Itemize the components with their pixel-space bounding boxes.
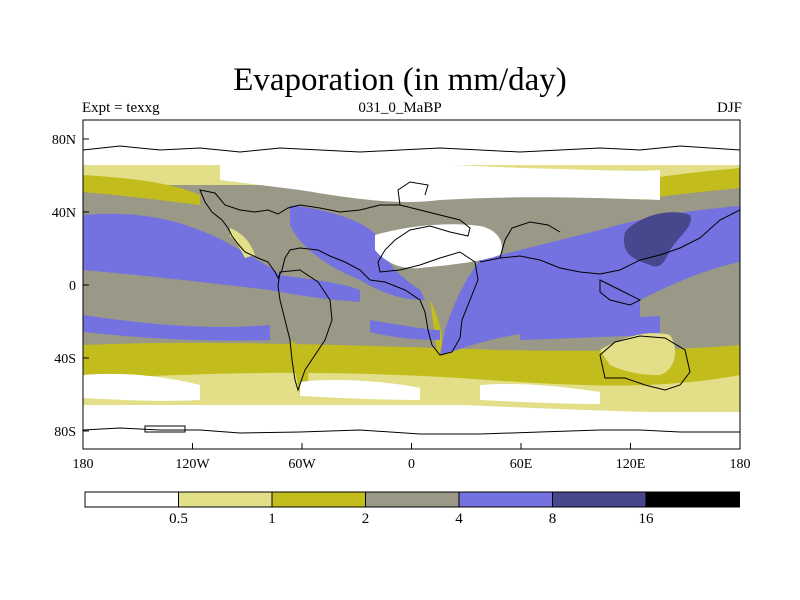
experiment-label: Expt = texxg	[82, 100, 160, 116]
map-field	[83, 120, 740, 449]
colorbar-label: 16	[639, 511, 655, 527]
lon-tick-label: 60E	[510, 457, 533, 472]
colorbar-swatch	[458, 491, 553, 508]
lat-tick-label: 40S	[54, 352, 76, 367]
colorbar-label: 1	[268, 511, 276, 527]
colorbar-swatch	[645, 491, 740, 508]
lat-tick-label: 40N	[52, 206, 76, 221]
colorbar-swatch	[271, 491, 366, 508]
colorbar-label: 4	[455, 511, 463, 527]
colorbar-swatch	[178, 491, 273, 508]
lat-tick-label: 0	[69, 279, 76, 294]
lon-tick-label: 180	[73, 457, 94, 472]
coastlines	[83, 145, 740, 435]
lon-tick-label: 0	[408, 457, 415, 472]
colorbar	[84, 491, 740, 508]
lon-tick-label: 180	[730, 457, 751, 472]
lat-tick-label: 80N	[52, 133, 76, 148]
season-label: DJF	[716, 100, 742, 116]
time-label: 031_0_MaBP	[358, 100, 442, 116]
colorbar-swatch	[552, 491, 647, 508]
colorbar-label: 8	[549, 511, 557, 527]
colorbar-label: 2	[362, 511, 370, 527]
lon-tick-label: 120W	[175, 457, 210, 472]
map-title: Evaporation (in mm/day)	[233, 62, 567, 98]
colorbar-label: 0.5	[169, 511, 188, 527]
colorbar-swatch	[84, 491, 179, 508]
lon-tick-label: 60W	[288, 457, 316, 472]
colorbar-swatch	[365, 491, 460, 508]
lat-tick-label: 80S	[54, 425, 76, 440]
lon-tick-label: 120E	[616, 457, 646, 472]
